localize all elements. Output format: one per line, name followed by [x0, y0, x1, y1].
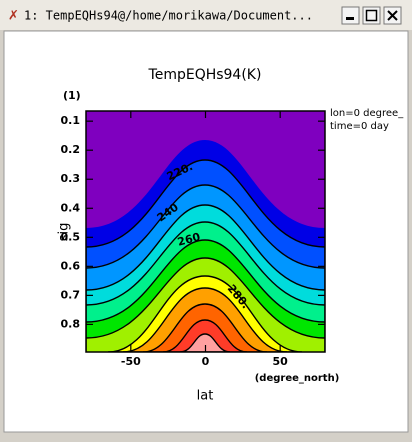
app-icon: ✗ — [8, 9, 19, 24]
maximize-button[interactable] — [362, 6, 381, 25]
y-tick-label: 0.1 — [61, 114, 81, 127]
minimize-button[interactable] — [341, 6, 360, 25]
panel-label: (1) — [63, 89, 81, 102]
contour-label: 260 — [176, 230, 202, 249]
y-tick-label: 0.2 — [61, 143, 81, 156]
x-axis-units: (degree_north) — [255, 373, 340, 384]
x-tick-label: -50 — [121, 355, 141, 368]
y-tick-label: 0.5 — [61, 230, 81, 243]
contour-fill — [86, 111, 325, 352]
y-axis-label: sig — [57, 223, 72, 242]
y-tick-label: 0.7 — [61, 288, 81, 301]
y-tick-label: 0.6 — [61, 259, 81, 272]
x-axis-label: lat — [197, 389, 214, 404]
x-tick-label: 0 — [202, 355, 210, 368]
plot-title: TempEQHs94(K) — [148, 67, 262, 83]
info-text: time=0 day — [330, 121, 389, 132]
close-button[interactable] — [383, 6, 402, 25]
y-tick-label: 0.3 — [61, 172, 81, 185]
y-tick-label: 0.8 — [61, 317, 81, 330]
window-title: 1: TempEQHs94@/home/morikawa/Document... — [24, 9, 313, 23]
y-tick-label: 0.4 — [61, 201, 81, 214]
info-text: lon=0 degree_ — [330, 108, 404, 119]
x-tick-label: 50 — [273, 355, 289, 368]
